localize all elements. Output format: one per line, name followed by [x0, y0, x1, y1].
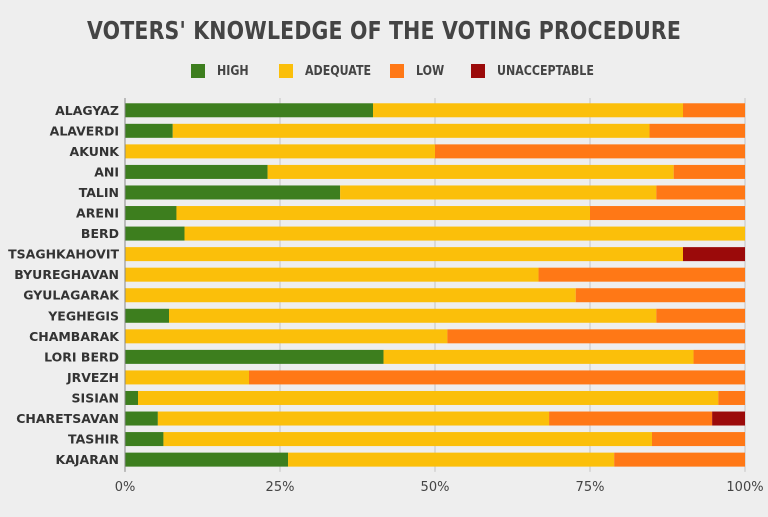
- x-tick-label: 25%: [266, 480, 295, 495]
- bar-segment-unacceptable: [712, 411, 745, 426]
- bar-segment-adequate: [125, 288, 576, 303]
- category-label: SISIAN: [72, 390, 119, 405]
- bar-segment-low: [614, 452, 745, 467]
- bar-segment-adequate: [163, 432, 652, 447]
- x-tick-label: 75%: [576, 480, 605, 495]
- x-tick-label: 0%: [115, 480, 136, 495]
- bar-segment-low: [249, 370, 745, 385]
- chart-title: VOTERS' KNOWLEDGE OF THE VOTING PROCEDUR…: [87, 16, 681, 45]
- bar-segment-low: [590, 206, 745, 221]
- category-label: BERD: [81, 226, 119, 241]
- bar-segment-low: [649, 123, 745, 138]
- bar-segment-high: [125, 390, 139, 405]
- bar-segment-adequate: [383, 349, 694, 364]
- legend-swatch-adequate: [279, 64, 293, 78]
- category-label: YEGHEGIS: [47, 308, 119, 323]
- legend-label-adequate: ADEQUATE: [305, 63, 372, 79]
- bar-segment-low: [538, 267, 745, 282]
- bar-segment-low: [656, 308, 745, 323]
- category-label: GYULAGARAK: [23, 288, 120, 303]
- bar-segment-adequate: [176, 206, 590, 221]
- bar-segment-low: [683, 103, 745, 118]
- bar-segment-high: [125, 206, 177, 221]
- bar-segment-adequate: [157, 411, 550, 426]
- category-label: ANI: [94, 164, 119, 179]
- bar-segment-low: [718, 390, 745, 405]
- bar-segment-high: [125, 432, 164, 447]
- bar-segment-adequate: [125, 370, 249, 385]
- bar-segment-adequate: [125, 247, 683, 262]
- bar-segment-unacceptable: [683, 247, 745, 262]
- bar-segment-adequate: [340, 185, 657, 200]
- bar-segment-low: [575, 288, 745, 303]
- bar-segment-adequate: [288, 452, 615, 467]
- bar-segment-low: [673, 164, 745, 179]
- legend-item-unacceptable: UNACCEPTABLE: [471, 62, 611, 80]
- x-tick-label: 50%: [421, 480, 450, 495]
- legend-label-unacceptable: UNACCEPTABLE: [497, 63, 594, 79]
- x-tick-label: 100%: [726, 480, 763, 495]
- bar-segment-high: [125, 103, 373, 118]
- category-label: AKUNK: [70, 144, 121, 159]
- bar-segment-adequate: [169, 308, 657, 323]
- bar-segment-low: [652, 432, 745, 447]
- bar-segment-high: [125, 349, 384, 364]
- category-label: ALAVERDI: [50, 123, 119, 138]
- category-label: CHARETSAVAN: [16, 411, 119, 426]
- bar-segment-low: [435, 144, 745, 159]
- category-label: LORI BERD: [44, 349, 119, 364]
- legend-label-high: HIGH: [217, 63, 249, 79]
- bar-segment-adequate: [184, 226, 745, 241]
- bar-segment-high: [125, 411, 158, 426]
- category-label: BYUREGHAVAN: [14, 267, 119, 282]
- bar-segment-adequate: [125, 329, 448, 344]
- bar-segment-high: [125, 123, 173, 138]
- category-label: JRVEZH: [66, 370, 119, 385]
- legend-item-low: LOW: [390, 62, 449, 80]
- bar-segment-low: [447, 329, 745, 344]
- bar-segment-low: [549, 411, 713, 426]
- category-label: ARENI: [76, 206, 119, 221]
- bar-segment-adequate: [172, 123, 650, 138]
- bar-segment-high: [125, 226, 185, 241]
- bar-segment-high: [125, 308, 170, 323]
- bar-segment-adequate: [267, 164, 674, 179]
- bar-segment-adequate: [373, 103, 683, 118]
- legend-item-high: HIGH: [191, 62, 254, 80]
- category-label: TALIN: [79, 185, 119, 200]
- bar-segment-adequate: [138, 390, 719, 405]
- bar-segment-low: [656, 185, 745, 200]
- legend-swatch-low: [390, 64, 404, 78]
- bar-segment-high: [125, 185, 341, 200]
- category-label: TASHIR: [68, 432, 119, 447]
- bar-segment-adequate: [125, 267, 539, 282]
- bar-segment-adequate: [125, 144, 435, 159]
- legend-item-adequate: ADEQUATE: [279, 62, 383, 80]
- bar-segment-high: [125, 164, 268, 179]
- bar-segment-low: [693, 349, 745, 364]
- chart-legend: HIGH ADEQUATE LOW UNACCEPTABLE: [0, 62, 768, 80]
- category-label: ALAGYAZ: [55, 103, 119, 118]
- legend-label-low: LOW: [416, 63, 445, 79]
- category-label: TSAGHKAHOVIT: [8, 247, 119, 262]
- legend-swatch-unacceptable: [471, 64, 485, 78]
- legend-swatch-high: [191, 64, 205, 78]
- bar-segment-high: [125, 452, 289, 467]
- category-label: CHAMBARAK: [29, 329, 120, 344]
- category-label: KAJARAN: [56, 452, 119, 467]
